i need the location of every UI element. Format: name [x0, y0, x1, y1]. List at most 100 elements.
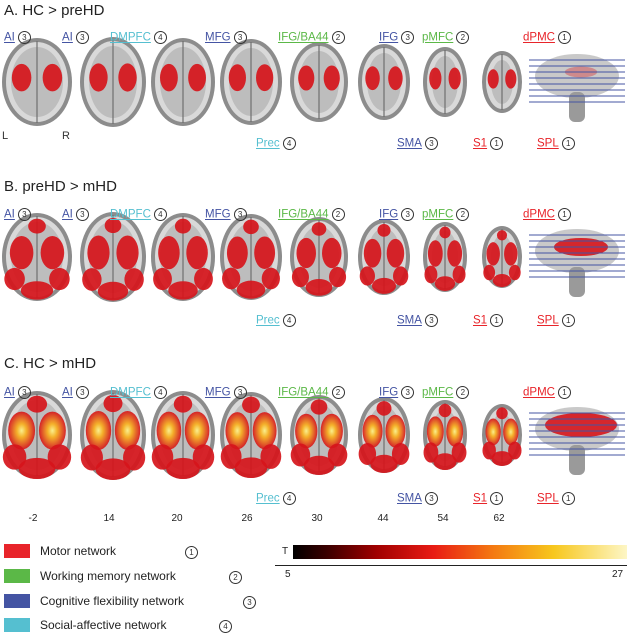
brain-slice — [358, 219, 410, 295]
region-label-ai: AI 3 — [4, 386, 31, 400]
region-name: S1 — [473, 314, 488, 327]
panel-title-c: C. HC > mHD — [4, 355, 97, 372]
colorbar — [293, 545, 627, 559]
slice-z-label: 30 — [311, 513, 323, 524]
slice-z-label: 26 — [241, 513, 253, 524]
region-name: AI — [62, 31, 73, 44]
region-label-sma: SMA 3 — [397, 137, 438, 151]
orientation-left: L — [2, 130, 9, 142]
network-number: 3 — [75, 208, 89, 221]
region-name: IFG — [379, 208, 399, 221]
network-number: 3 — [17, 31, 31, 44]
legend-number: 3 — [243, 596, 256, 610]
brain-slice — [423, 222, 467, 292]
legend-label: Working memory network — [40, 569, 176, 583]
network-number: 2 — [331, 31, 345, 44]
region-name: pMFC — [422, 208, 454, 221]
brain-slices-figure — [2, 37, 625, 481]
region-name: AI — [4, 31, 15, 44]
legend-number: 4 — [219, 620, 232, 634]
network-number: 2 — [331, 208, 345, 221]
region-name: SPL — [537, 492, 559, 505]
region-label-dmpfc: DMPFC 4 — [110, 208, 167, 222]
legend-swatch — [4, 569, 30, 583]
brain-slice — [2, 213, 72, 301]
slice-z-label: 54 — [437, 513, 449, 524]
sagittal-view — [529, 407, 625, 475]
region-label-mfg: MFG 3 — [205, 208, 247, 222]
brain-slice — [220, 392, 282, 478]
region-label-ifg-ba44: IFG/BA44 2 — [278, 31, 345, 45]
region-label-spl: SPL 1 — [537, 492, 575, 506]
brain-slice — [80, 212, 146, 302]
region-label-ai: AI 3 — [62, 208, 89, 222]
brain-slice — [423, 400, 467, 470]
network-number: 2 — [456, 386, 470, 399]
network-number: 3 — [424, 492, 438, 505]
network-number: 1 — [490, 492, 504, 505]
region-label-sma: SMA 3 — [397, 492, 438, 506]
brain-slice — [482, 51, 522, 113]
region-name: SPL — [537, 137, 559, 150]
network-number: 4 — [282, 492, 296, 505]
brain-slice — [290, 395, 348, 475]
region-name: DMPFC — [110, 386, 151, 399]
orientation-right: R — [62, 130, 70, 142]
region-name: DMPFC — [110, 208, 151, 221]
region-label-s1: S1 1 — [473, 492, 504, 506]
region-label-spl: SPL 1 — [537, 137, 575, 151]
colorbar-title: T — [282, 546, 289, 557]
region-name: AI — [62, 208, 73, 221]
region-label-dmpfc: DMPFC 4 — [110, 31, 167, 45]
network-number: 3 — [17, 208, 31, 221]
brain-slice — [290, 42, 348, 122]
legend-item-motor: Motor network 1 — [4, 544, 264, 560]
brain-slice — [2, 38, 72, 126]
panel-title-b: B. preHD > mHD — [4, 178, 117, 195]
panel-title-a: A. HC > preHD — [4, 2, 105, 19]
network-number: 1 — [490, 314, 504, 327]
region-name: dPMC — [523, 31, 555, 44]
colorbar-max: 27 — [612, 569, 624, 580]
region-label-dpmc: dPMC 1 — [523, 31, 571, 45]
region-label-ifg: IFG 3 — [379, 386, 415, 400]
region-label-sma: SMA 3 — [397, 314, 438, 328]
region-label-mfg: MFG 3 — [205, 31, 247, 45]
network-number: 3 — [233, 208, 247, 221]
region-name: AI — [62, 386, 73, 399]
network-number: 3 — [401, 386, 415, 399]
legend-label: Motor network — [40, 544, 117, 558]
region-label-pmfc: pMFC 2 — [422, 386, 470, 400]
brain-slice — [423, 47, 467, 117]
legend-number: 2 — [229, 571, 242, 585]
region-name: S1 — [473, 137, 488, 150]
region-label-ai: AI 3 — [4, 208, 31, 222]
brain-slice — [80, 390, 146, 481]
region-name: dPMC — [523, 208, 555, 221]
region-label-ai: AI 3 — [62, 386, 89, 400]
legend-item-cognitive-flexibility: Cognitive flexibility network 3 — [4, 594, 284, 610]
region-name: Prec — [256, 492, 280, 505]
network-number: 1 — [561, 492, 575, 505]
region-label-dpmc: dPMC 1 — [523, 208, 571, 222]
network-number: 1 — [561, 314, 575, 327]
region-name: AI — [4, 208, 15, 221]
brain-slice — [482, 404, 522, 466]
brain-slice — [482, 226, 522, 288]
legend-label: Cognitive flexibility network — [40, 594, 185, 608]
brain-slice — [151, 213, 215, 301]
brain-slice — [358, 44, 410, 120]
network-number: 2 — [331, 386, 345, 399]
slice-z-label: 14 — [103, 513, 115, 524]
region-label-dpmc: dPMC 1 — [523, 386, 571, 400]
region-name: AI — [4, 386, 15, 399]
region-label-pmfc: pMFC 2 — [422, 31, 470, 45]
network-number: 1 — [557, 208, 571, 221]
sagittal-view — [529, 54, 625, 122]
network-number: 3 — [424, 137, 438, 150]
brain-slice — [2, 391, 72, 479]
brain-slice — [80, 37, 146, 127]
region-label-prec: Prec 4 — [256, 137, 296, 151]
region-label-ifg: IFG 3 — [379, 208, 415, 222]
legend-number: 1 — [185, 546, 198, 560]
